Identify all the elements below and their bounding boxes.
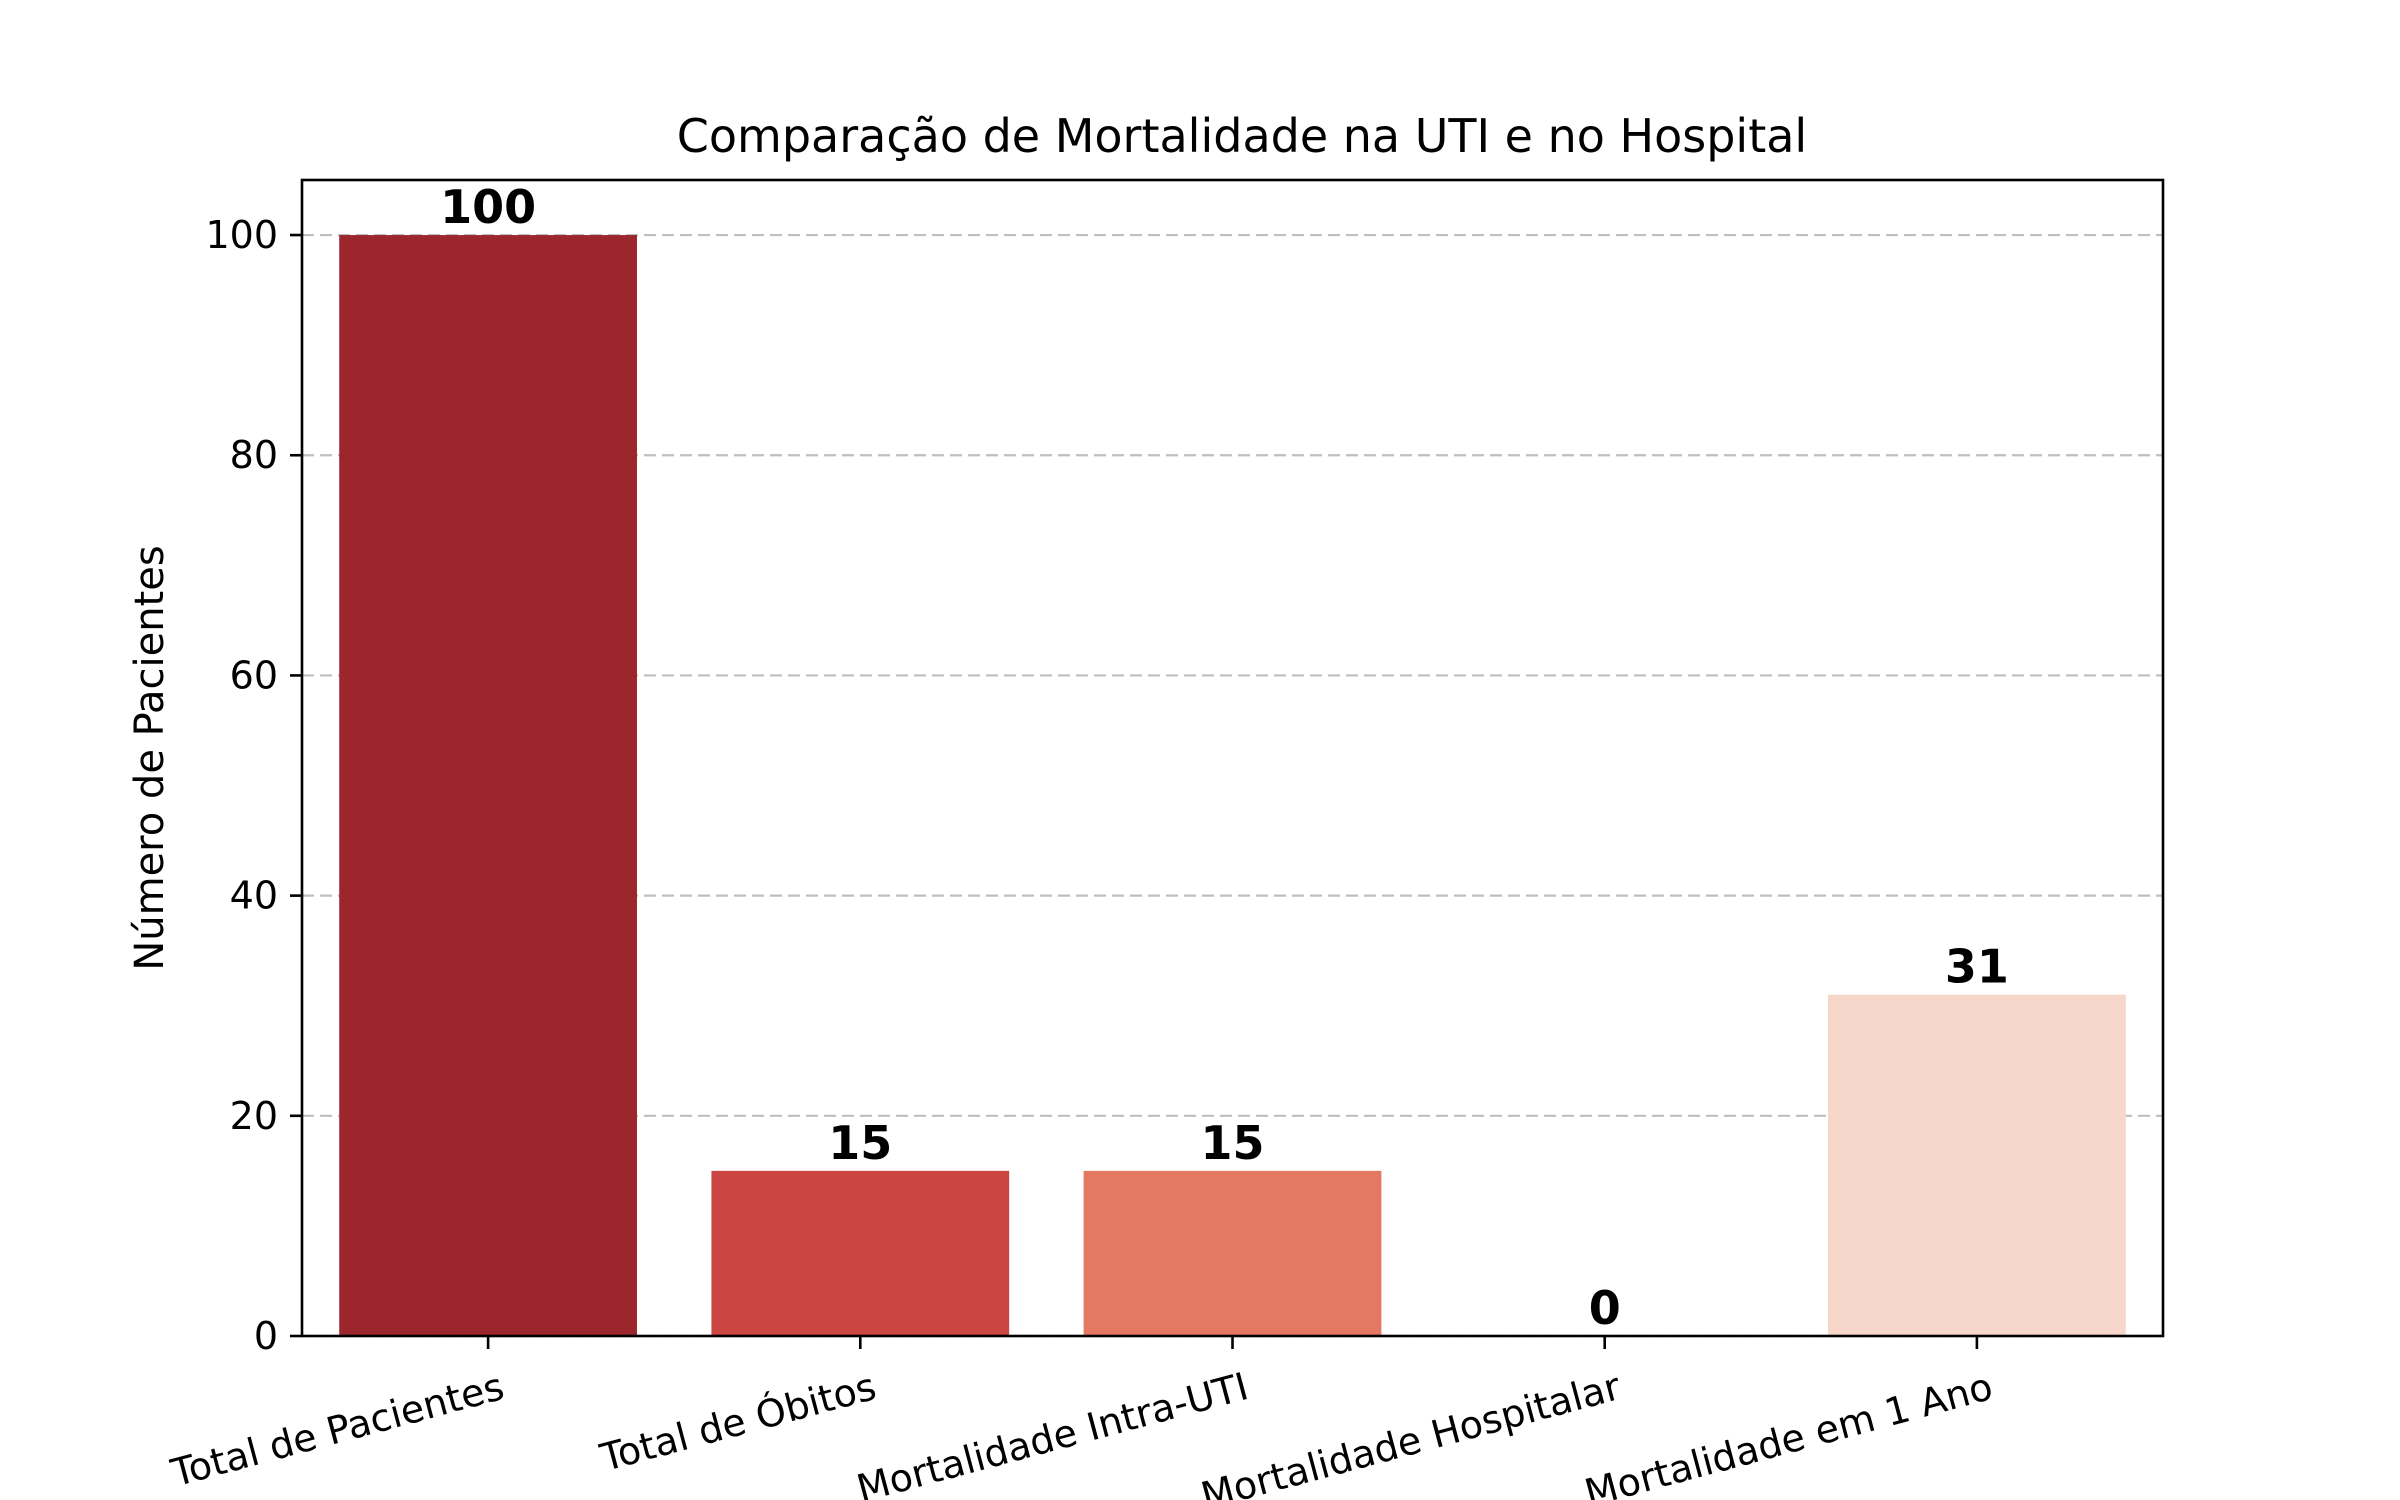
- x-tick-label-mortalidade-hospitalar: Mortalidade Hospitalar: [1196, 1364, 1625, 1500]
- bar-total-de-obitos: [711, 1170, 1010, 1336]
- bar-total-de-pacientes: [339, 235, 637, 1337]
- bars: [339, 235, 2126, 1337]
- x-tick-label-total-de-obitos: Total de Óbitos: [595, 1364, 881, 1480]
- y-tick-label-80: 80: [230, 433, 278, 477]
- x-tick-label-total-de-pacientes: Total de Pacientes: [166, 1364, 509, 1495]
- bar-value-label-total-de-obitos: 15: [828, 1116, 892, 1170]
- x-tick-label-mortalidade-em-1-ano: Mortalidade em 1 Ano: [1580, 1364, 1997, 1500]
- bar-mortalidade-em-1-ano: [1828, 994, 2126, 1336]
- x-axis-ticks: Total de Pacientes Total de ÓbitosMortali…: [166, 1336, 1997, 1500]
- bar-value-label-total-de-pacientes: 100: [440, 180, 536, 234]
- y-tick-label-0: 0: [254, 1314, 278, 1358]
- bar-value-label-mortalidade-em-1-ano: 31: [1945, 940, 2009, 994]
- y-tick-label-20: 20: [230, 1094, 278, 1138]
- y-tick-label-100: 100: [205, 213, 278, 257]
- chart-title: Comparação de Mortalidade na UTI e no Ho…: [677, 109, 1807, 163]
- y-tick-label-60: 60: [230, 653, 278, 697]
- y-axis-ticks: 0 20 40 60 80 100: [205, 213, 302, 1358]
- y-tick-label-40: 40: [230, 874, 278, 918]
- bar-value-label-mortalidade-intra-uti: 15: [1200, 1116, 1264, 1170]
- x-tick-label-mortalidade-intra-uti: Mortalidade Intra-UTI: [852, 1364, 1253, 1500]
- bar-mortalidade-intra-uti: [1083, 1170, 1382, 1336]
- y-axis-label: Número de Pacientes: [127, 545, 173, 970]
- axes-frame: [300, 178, 2165, 1338]
- bar-value-labels: 100 15 15 0 31: [440, 180, 2009, 1335]
- bar-value-label-mortalidade-hospitalar: 0: [1589, 1281, 1621, 1335]
